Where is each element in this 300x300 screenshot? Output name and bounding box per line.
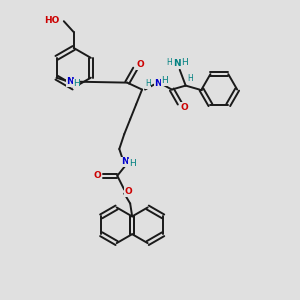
Text: O: O (181, 103, 189, 112)
Text: O: O (124, 187, 132, 196)
Text: H: H (161, 76, 168, 85)
Text: N: N (122, 158, 129, 166)
Text: O: O (94, 171, 101, 180)
Text: H: H (187, 74, 193, 83)
Text: HO: HO (44, 16, 60, 25)
Text: H: H (166, 58, 172, 67)
Text: H: H (145, 79, 151, 88)
Text: N: N (173, 59, 181, 68)
Text: N: N (154, 79, 162, 88)
Text: H: H (129, 159, 136, 168)
Text: H: H (181, 58, 188, 67)
Text: O: O (136, 60, 144, 69)
Text: H: H (73, 79, 80, 88)
Text: N: N (67, 77, 74, 86)
